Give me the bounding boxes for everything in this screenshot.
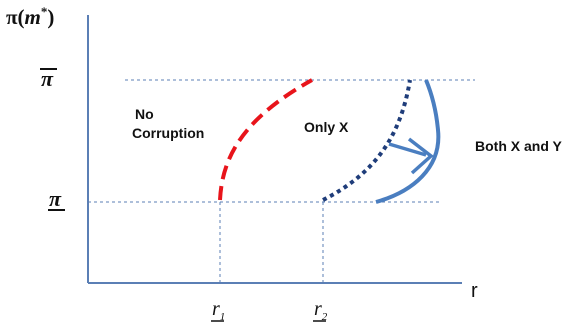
shift-arrow-head-icon (407, 137, 434, 175)
shift-arrow-shaft (388, 142, 427, 157)
both-x-and-y-label: Both X and Y (475, 138, 563, 154)
lower-pi-label: π (49, 186, 62, 211)
r1-tick-label: r1 (212, 298, 225, 323)
y-axis-label: π(m*) (6, 4, 54, 29)
no-corruption-label-line2: Corruption (132, 125, 204, 141)
only-x-boundary-curve (322, 79, 412, 202)
x-axis-label: r (471, 280, 478, 302)
upper-pi-label: π (41, 66, 54, 91)
no-corruption-label-line1: No (135, 106, 154, 122)
r2-tick-label: r2 (314, 298, 328, 323)
only-x-label: Only X (304, 119, 349, 135)
both-x-and-y-boundary-curve (375, 79, 441, 204)
no-corruption-boundary-curve (218, 78, 313, 201)
